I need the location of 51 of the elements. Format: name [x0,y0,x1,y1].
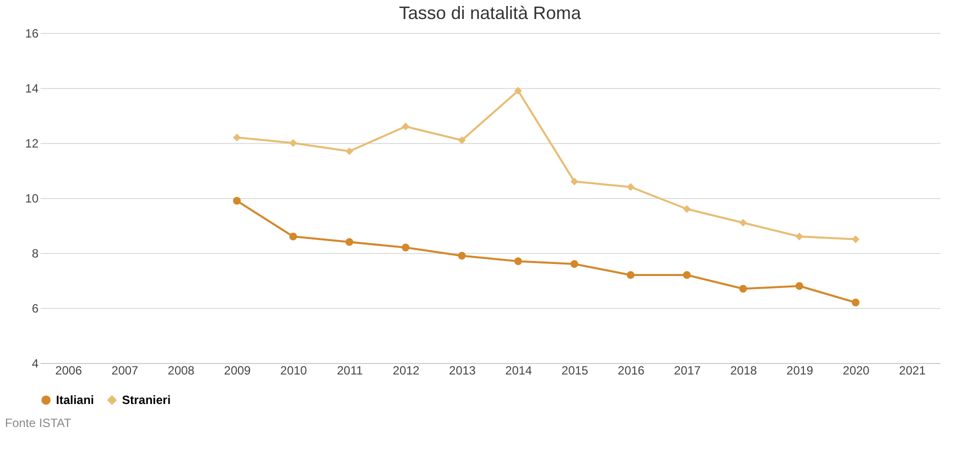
point [346,147,354,156]
y-tick-label: 6 [32,302,39,316]
chart-title: Tasso di natalità Roma [398,3,582,23]
x-tick-label: 2011 [336,364,364,378]
legend-label: Stranieri [122,393,171,408]
point [796,282,804,290]
x-tick-label: 2013 [449,364,476,378]
point [796,232,804,240]
x-tick-label: 2006 [55,364,82,378]
point [289,232,297,240]
y-tick-label: 16 [25,26,39,40]
x-tick-label: 2021 [899,364,926,378]
point [683,205,691,213]
point [852,235,860,244]
point [514,257,522,266]
y-tick-label: 14 [25,82,39,96]
point [402,122,410,130]
x-tick-label: 2017 [674,364,702,378]
x-tick-label: 2007 [112,364,139,378]
x-tick-label: 2020 [842,364,870,378]
point [458,136,466,144]
x-tick-label: 2010 [280,364,308,378]
point [402,244,410,252]
point [233,134,241,142]
point [683,271,691,279]
y-tick-label: 10 [25,192,39,206]
point [739,218,747,227]
x-tick-label: 2019 [786,364,814,378]
x-tick-label: 2008 [168,364,195,378]
point [233,196,241,205]
x-tick-label: 2009 [224,364,252,378]
x-tick-label: 2014 [505,364,532,378]
point [514,86,522,95]
point [852,298,860,306]
y-tick-label: 8 [32,246,39,260]
x-tick-label: 2016 [618,364,645,378]
x-tick-label: 2015 [562,364,589,378]
source-note: Fonte ISTAT [5,416,72,430]
point [346,238,354,246]
point [626,271,634,279]
point [458,252,466,260]
point [570,260,578,268]
y-tick-label: 12 [25,136,39,150]
point [289,139,297,147]
x-tick-label: 2012 [392,364,420,378]
point [739,284,747,293]
point [570,178,578,186]
legend-label: Italiani [56,393,94,408]
point [626,183,634,191]
x-tick-label: 2018 [730,364,758,378]
y-tick-label: 4 [32,356,39,370]
